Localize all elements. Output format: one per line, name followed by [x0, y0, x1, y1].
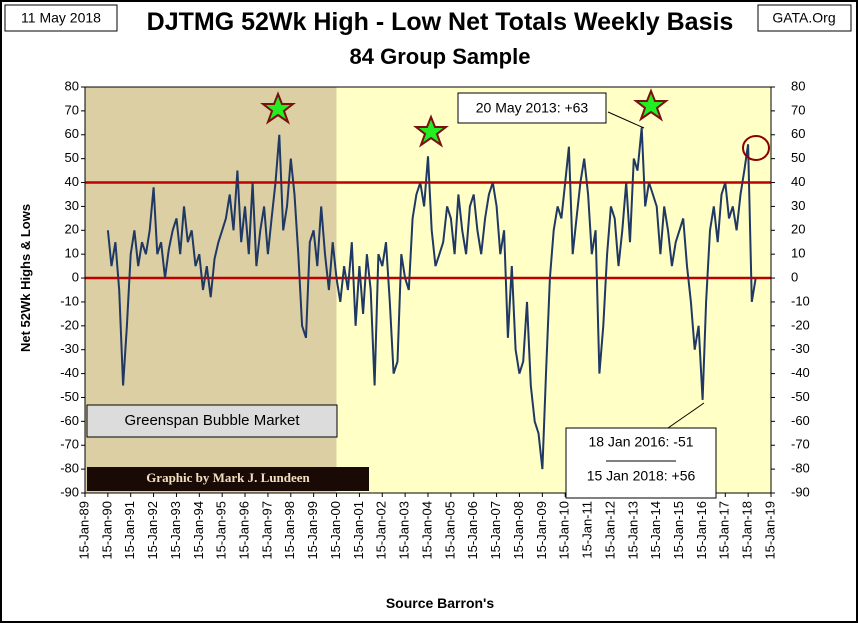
- y-tick-label: -50: [60, 389, 79, 404]
- y2-tick-label: -30: [791, 341, 810, 356]
- y2-tick-label: -70: [791, 437, 810, 452]
- x-tick-label: 15-Jan-05: [442, 501, 457, 560]
- credit-box: [87, 467, 369, 491]
- y-tick-label: 0: [72, 269, 79, 284]
- y2-tick-label: -10: [791, 293, 810, 308]
- y2-tick-label: 0: [791, 269, 798, 284]
- annotation: 15 Jan 2018: +56: [587, 468, 696, 484]
- x-tick-label: 15-Jan-02: [374, 501, 389, 560]
- x-tick-label: 15-Jan-93: [168, 501, 183, 560]
- plot-frame: [84, 86, 772, 494]
- x-tick-label: 15-Jan-15: [671, 501, 686, 560]
- x-tick-label: 15-Jan-90: [99, 501, 114, 560]
- y-tick-label: -70: [60, 437, 79, 452]
- y-tick-label: -10: [60, 293, 79, 308]
- y2-tick-label: 80: [791, 78, 805, 93]
- x-tick-label: 15-Jan-92: [145, 501, 160, 560]
- annotation-box: [565, 427, 717, 499]
- x-axis-label: Source Barron's: [386, 595, 495, 611]
- x-tick-label: 15-Jan-95: [214, 501, 229, 560]
- x-tick-label: 15-Jan-91: [122, 501, 137, 560]
- y2-tick-label: 40: [791, 174, 805, 189]
- y2-tick-label: -60: [791, 413, 810, 428]
- y-tick-label: 70: [65, 102, 79, 117]
- y2-tick-label: 50: [791, 150, 805, 165]
- x-tick-label: 15-Jan-03: [397, 501, 412, 560]
- x-tick-label: 15-Jan-98: [282, 501, 297, 560]
- arrow: [607, 111, 645, 129]
- star: [633, 88, 669, 122]
- x-tick-label: 15-Jan-12: [602, 501, 617, 560]
- x-tick-label: 15-Jan-01: [351, 501, 366, 560]
- star: [260, 91, 296, 125]
- y-axis-label: Net 52Wk Highs & Lows: [18, 204, 33, 352]
- chart-subtitle: 84 Group Sample: [350, 44, 531, 69]
- credit: Graphic by Mark J. Lundeen: [146, 470, 310, 485]
- x-tick-label: 15-Jan-19: [762, 501, 777, 560]
- x-tick-label: 15-Jan-14: [648, 501, 663, 560]
- y-tick-label: 10: [65, 246, 79, 261]
- y-tick-label: -90: [60, 484, 79, 499]
- y-tick-label: -40: [60, 365, 79, 380]
- y-tick-label: -60: [60, 413, 79, 428]
- x-tick-label: 15-Jan-18: [740, 501, 755, 560]
- x-tick-label: 15-Jan-16: [694, 501, 709, 560]
- y2-tick-label: 20: [791, 222, 805, 237]
- y2-tick-label: 30: [791, 198, 805, 213]
- y-tick-label: 60: [65, 126, 79, 141]
- y-tick-label: 20: [65, 222, 79, 237]
- chart-title: DJTMG 52Wk High - Low Net Totals Weekly …: [147, 8, 734, 36]
- x-tick-label: 15-Jan-09: [534, 501, 549, 560]
- y2-tick-label: -40: [791, 365, 810, 380]
- date-label: 11 May 2018: [21, 10, 101, 26]
- y2-tick-label: 70: [791, 102, 805, 117]
- date-box: [4, 4, 118, 32]
- star: [413, 114, 449, 148]
- annotation: 18 Jan 2016: -51: [588, 434, 693, 450]
- y-tick-label: -30: [60, 341, 79, 356]
- x-tick-label: 15-Jan-11: [579, 501, 594, 559]
- x-tick-label: 15-Jan-06: [465, 501, 480, 560]
- x-tick-label: 15-Jan-99: [305, 501, 320, 560]
- x-tick-label: 15-Jan-13: [625, 501, 640, 560]
- y2-tick-label: 10: [791, 246, 805, 261]
- annotation: 20 May 2013: +63: [476, 100, 589, 116]
- x-tick-label: 15-Jan-07: [488, 501, 503, 560]
- highlight-circle: [742, 135, 770, 161]
- x-tick-label: 15-Jan-17: [717, 501, 732, 560]
- y-tick-label: -80: [60, 461, 79, 476]
- x-tick-label: 15-Jan-97: [259, 501, 274, 560]
- x-tick-label: 15-Jan-04: [419, 501, 434, 560]
- y2-tick-label: -20: [791, 317, 810, 332]
- y-tick-label: -20: [60, 317, 79, 332]
- y2-tick-label: -50: [791, 389, 810, 404]
- y-tick-label: 50: [65, 150, 79, 165]
- y-tick-label: 40: [65, 174, 79, 189]
- annotation: Greenspan Bubble Market: [124, 412, 300, 429]
- y-tick-label: 30: [65, 198, 79, 213]
- annotations: 20 May 2013: +63 18 Jan 2016: -51 15 Jan…: [86, 88, 770, 499]
- data-line: [106, 127, 757, 470]
- x-tick-label: 15-Jan-10: [557, 501, 572, 560]
- x-tick-label: 15-Jan-89: [76, 501, 91, 560]
- y2-tick-label: -80: [791, 461, 810, 476]
- annotation-box: [457, 92, 607, 124]
- x-tick-label: 15-Jan-00: [328, 501, 343, 560]
- x-tick-label: 15-Jan-96: [236, 501, 251, 560]
- y-tick-label: 80: [65, 78, 79, 93]
- site-label: GATA.Org: [772, 10, 835, 26]
- annotation-box: [86, 404, 338, 438]
- arrow: [667, 402, 705, 429]
- x-tick-label: 15-Jan-94: [191, 501, 206, 560]
- site-box: [757, 4, 852, 32]
- x-tick-label: 15-Jan-08: [511, 501, 526, 560]
- y2-tick-label: 60: [791, 126, 805, 141]
- y2-tick-label: -90: [791, 484, 810, 499]
